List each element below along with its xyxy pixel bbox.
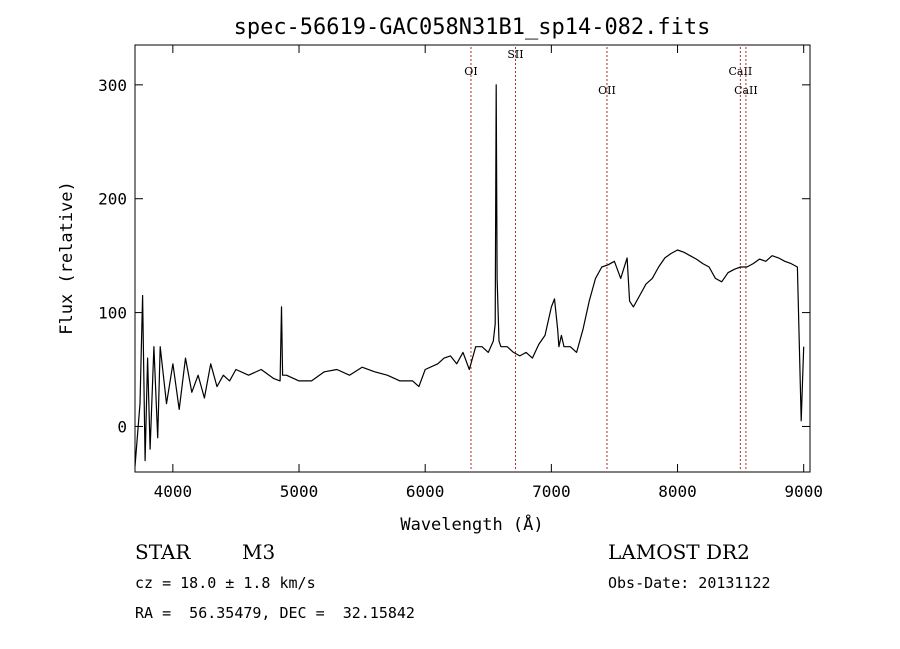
x-tick-label: 7000 [532, 482, 571, 501]
spectral-line-label: SII [507, 48, 523, 61]
x-tick-label: 8000 [658, 482, 697, 501]
y-axis-label: Flux (relative) [57, 181, 77, 335]
y-tick-label: 300 [98, 76, 127, 95]
x-tick-label: 5000 [280, 482, 319, 501]
x-axis-label: Wavelength (Å) [400, 513, 543, 535]
tick-layer: 4000 5000 6000 7000 8000 9000 0 100 200 300 [98, 45, 823, 501]
spectral-line-label: CaII [734, 84, 758, 97]
sky-coordinates: RA = 56.35479, DEC = 32.15842 [135, 604, 415, 622]
plot-frame [134, 44, 811, 473]
y-tick-label: 200 [98, 190, 127, 209]
object-class: STAR [135, 540, 191, 564]
spectrum-line-0 [134, 84, 805, 467]
spectral-line-label: OII [598, 84, 616, 97]
x-tick-label: 9000 [784, 482, 823, 501]
x-tick-label: 6000 [406, 482, 445, 501]
survey-name: LAMOST DR2 [608, 540, 750, 564]
spectral-line-label: CaII [729, 65, 753, 78]
observation-date: Obs-Date: 20131122 [608, 574, 771, 592]
chart-title: spec-56619-GAC058N31B1_sp14-082.fits [234, 15, 711, 40]
y-tick-label: 0 [117, 417, 127, 436]
object-subclass: M3 [242, 540, 276, 564]
series-layer [134, 84, 805, 467]
spectral-line-label: OI [464, 65, 477, 78]
y-tick-label: 100 [98, 304, 127, 323]
marker-layer: OI SII OII CaII CaII [464, 47, 758, 470]
redshift-velocity: cz = 18.0 ± 1.8 km/s [135, 574, 316, 592]
x-tick-label: 4000 [154, 482, 193, 501]
